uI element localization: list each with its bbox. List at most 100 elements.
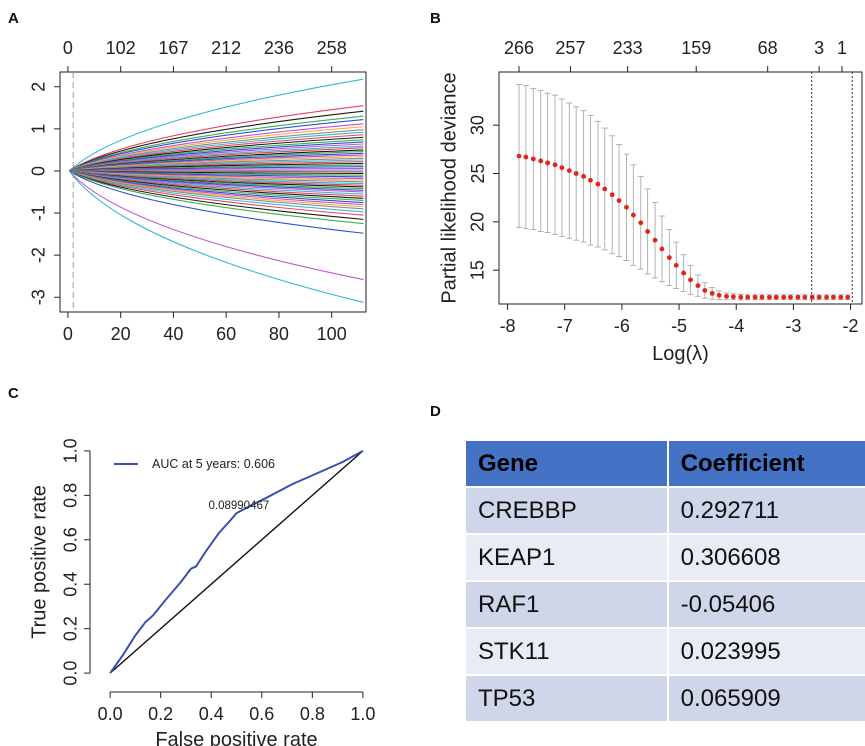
deviance-point bbox=[581, 174, 587, 179]
top-tick-label: 159 bbox=[681, 38, 711, 58]
coefficient-cell: 0.306608 bbox=[668, 535, 865, 582]
y-tick-label: 0.8 bbox=[61, 483, 81, 508]
y-tick-label: 0.6 bbox=[61, 527, 81, 552]
deviance-point bbox=[809, 294, 815, 300]
x-tick-label: 0.2 bbox=[148, 704, 173, 724]
roc-curve-line bbox=[109, 450, 364, 674]
deviance-point bbox=[816, 294, 822, 300]
coefficient-path-line bbox=[68, 170, 364, 281]
deviance-point bbox=[666, 255, 672, 260]
x-tick-label: 0.8 bbox=[300, 704, 325, 724]
deviance-point bbox=[702, 288, 708, 293]
y-tick-label: 30 bbox=[468, 115, 488, 135]
y-tick-label: 1 bbox=[29, 124, 49, 134]
deviance-point bbox=[745, 294, 751, 300]
deviance-point bbox=[652, 237, 658, 243]
deviance-point bbox=[573, 171, 579, 176]
coefficient-cell: 0.023995 bbox=[668, 629, 865, 676]
deviance-point bbox=[773, 294, 779, 300]
top-tick-label: 266 bbox=[504, 38, 534, 58]
deviance-point bbox=[624, 204, 629, 210]
deviance-point bbox=[530, 156, 536, 162]
x-tick-label: -8 bbox=[500, 316, 516, 336]
deviance-point bbox=[824, 294, 829, 300]
deviance-point bbox=[802, 294, 808, 300]
coefficient-path-line bbox=[69, 170, 364, 216]
deviance-point bbox=[716, 292, 722, 298]
x-tick-label: 0.0 bbox=[98, 704, 123, 724]
deviance-point bbox=[759, 294, 765, 300]
x-tick-label: 100 bbox=[317, 324, 347, 344]
y-tick-label: 0 bbox=[29, 166, 49, 176]
deviance-point bbox=[688, 277, 693, 283]
gene-coefficient-table: Gene Coefficient CREBBP 0.292711 KEAP1 0… bbox=[466, 441, 865, 723]
panel-label-a: A bbox=[8, 10, 19, 27]
top-tick-label: 257 bbox=[555, 38, 585, 58]
x-tick-label: 40 bbox=[163, 324, 183, 344]
deviance-point bbox=[638, 220, 644, 226]
y-tick-label: -1 bbox=[29, 205, 49, 221]
table-row: STK11 0.023995 bbox=[466, 629, 865, 676]
x-axis-label: False positive rate bbox=[155, 729, 317, 746]
deviance-point bbox=[766, 294, 772, 300]
x-tick-label: 60 bbox=[216, 324, 236, 344]
deviance-point bbox=[781, 294, 787, 300]
gene-cell: KEAP1 bbox=[466, 535, 669, 582]
top-tick-label: 233 bbox=[613, 38, 643, 58]
table-row: CREBBP 0.292711 bbox=[466, 488, 865, 535]
table-row: TP53 0.065909 bbox=[466, 676, 865, 723]
deviance-point bbox=[695, 283, 701, 289]
x-tick-label: -2 bbox=[843, 316, 859, 336]
deviance-point bbox=[673, 262, 679, 268]
gene-cell: TP53 bbox=[466, 676, 669, 723]
x-tick-label: -6 bbox=[614, 316, 630, 336]
deviance-point bbox=[659, 246, 665, 252]
table-row: RAF1 -0.05406 bbox=[466, 582, 865, 629]
y-tick-label: 2 bbox=[29, 82, 49, 92]
deviance-point bbox=[545, 160, 550, 166]
deviance-point bbox=[616, 198, 622, 203]
coefficient-cell: -0.05406 bbox=[668, 582, 865, 629]
deviance-point bbox=[795, 294, 801, 300]
column-header-gene: Gene bbox=[466, 441, 669, 488]
plot-frame bbox=[59, 71, 367, 313]
x-tick-label: 0.4 bbox=[199, 704, 224, 724]
deviance-point bbox=[838, 294, 844, 300]
x-tick-label: -7 bbox=[557, 316, 573, 336]
deviance-point bbox=[681, 270, 687, 276]
deviance-point bbox=[602, 186, 608, 192]
y-tick-label: 1.0 bbox=[61, 438, 81, 463]
x-tick-label: -5 bbox=[671, 316, 687, 336]
panel-label-b: B bbox=[430, 10, 441, 27]
top-tick-label: 0 bbox=[63, 38, 73, 58]
x-tick-label: 1.0 bbox=[350, 704, 375, 724]
cutoff-annotation: 0.08990467 bbox=[209, 500, 270, 512]
deviance-point bbox=[595, 181, 601, 187]
y-axis-label: Partial likelihood deviance bbox=[438, 72, 460, 303]
coefficient-path-line bbox=[68, 170, 364, 220]
deviance-point bbox=[645, 229, 651, 234]
roc-curve-chart: 0.0 0.2 0.4 0.6 0.8 1.0 0.0 0.2 0.4 0.6 0.8 1.0 Fals… bbox=[28, 438, 375, 746]
x-tick-label: -4 bbox=[728, 316, 744, 336]
coefficient-path-line bbox=[68, 78, 364, 172]
top-tick-label: 236 bbox=[264, 38, 294, 58]
y-tick-label: 0.4 bbox=[61, 572, 81, 597]
table-header-row: Gene Coefficient bbox=[466, 441, 865, 488]
y-tick-label: 25 bbox=[468, 163, 488, 183]
panel-label-d: D bbox=[430, 403, 441, 420]
coefficient-cell: 0.065909 bbox=[668, 676, 865, 723]
x-tick-label: -3 bbox=[785, 316, 801, 336]
plot-frame bbox=[498, 71, 863, 305]
coefficient-path-line bbox=[68, 170, 364, 303]
top-tick-label: 212 bbox=[211, 38, 241, 58]
coefficient-path-line bbox=[68, 105, 364, 172]
deviance-point bbox=[724, 293, 729, 299]
top-tick-label: 1 bbox=[837, 38, 847, 58]
deviance-point bbox=[609, 192, 615, 198]
table-row: KEAP1 0.306608 bbox=[466, 535, 865, 582]
x-tick-label: 0.6 bbox=[249, 704, 274, 724]
top-tick-label: 3 bbox=[814, 38, 824, 58]
coefficient-path-line bbox=[68, 110, 364, 172]
gene-cell: STK11 bbox=[466, 629, 669, 676]
